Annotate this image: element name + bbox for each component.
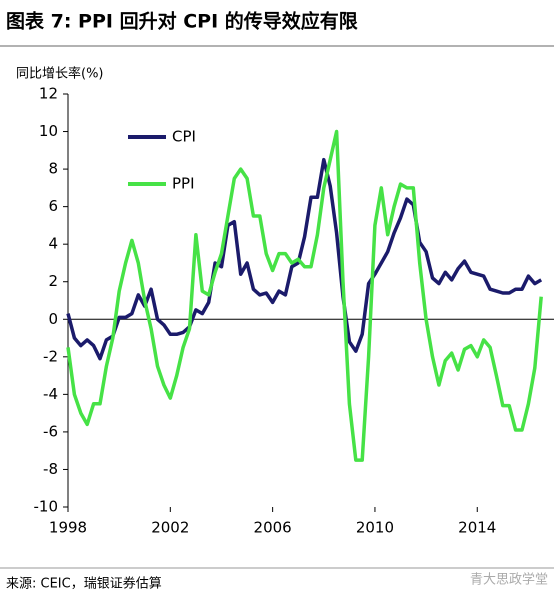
- x-tick-label: 2014: [458, 519, 496, 537]
- y-tick-label: -6: [43, 422, 58, 440]
- series-line: [66, 129, 543, 462]
- y-tick-label: 2: [48, 272, 58, 290]
- source-note: 来源: CEIC，瑞银证券估算: [6, 576, 162, 592]
- x-tick-label: 2006: [254, 519, 292, 537]
- y-tick-label: 0: [48, 310, 58, 328]
- y-tick-label: 8: [48, 160, 58, 178]
- watermark: 青大思政学堂: [470, 572, 548, 588]
- y-tick-label: 10: [39, 122, 58, 140]
- y-tick-label: -8: [43, 460, 58, 478]
- x-tick-label: 2002: [151, 519, 189, 537]
- y-tick-label: -4: [43, 385, 58, 403]
- y-axis-label: 同比增长率(%): [16, 66, 104, 82]
- series-line: [66, 157, 543, 361]
- y-tick-label: -2: [43, 347, 58, 365]
- x-tick-label: 2010: [356, 519, 394, 537]
- chart-title: 图表 7: PPI 回升对 CPI 的传导效应有限: [6, 10, 358, 33]
- y-tick-label: 6: [48, 197, 58, 215]
- y-tick-label: 4: [48, 235, 58, 253]
- legend-label: PPI: [172, 175, 195, 193]
- legend-label: CPI: [172, 128, 196, 146]
- y-tick-label: -10: [34, 498, 59, 516]
- x-tick-label: 1998: [49, 519, 87, 537]
- y-tick-label: 12: [39, 85, 58, 103]
